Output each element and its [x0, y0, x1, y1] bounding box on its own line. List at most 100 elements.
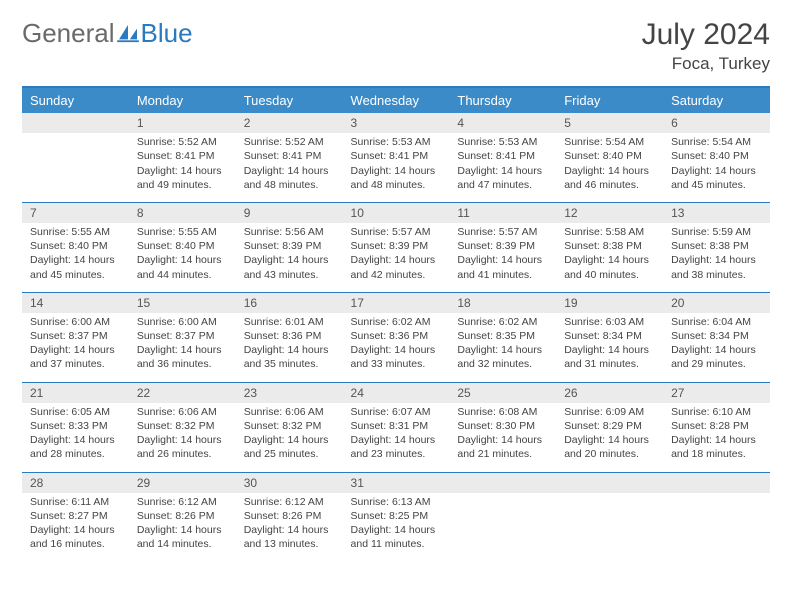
day-number-cell: 30 [236, 472, 343, 493]
day-detail-cell: Sunrise: 5:55 AMSunset: 8:40 PMDaylight:… [22, 223, 129, 292]
sunset-line: Sunset: 8:39 PM [351, 239, 442, 253]
sunrise-line: Sunrise: 6:09 AM [564, 405, 655, 419]
sunset-line: Sunset: 8:40 PM [564, 149, 655, 163]
daylight-line: Daylight: 14 hours and 21 minutes. [457, 433, 548, 461]
sunrise-line: Sunrise: 5:57 AM [457, 225, 548, 239]
sunset-line: Sunset: 8:34 PM [564, 329, 655, 343]
day-number-cell: 18 [449, 292, 556, 313]
day-detail-cell: Sunrise: 6:07 AMSunset: 8:31 PMDaylight:… [343, 403, 450, 472]
sunrise-line: Sunrise: 6:08 AM [457, 405, 548, 419]
day-detail-cell: Sunrise: 5:52 AMSunset: 8:41 PMDaylight:… [236, 133, 343, 202]
day-number-cell: 31 [343, 472, 450, 493]
day-number-cell [22, 113, 129, 133]
sunset-line: Sunset: 8:32 PM [137, 419, 228, 433]
daylight-line: Daylight: 14 hours and 25 minutes. [244, 433, 335, 461]
day-number-cell: 3 [343, 113, 450, 133]
daylight-line: Daylight: 14 hours and 46 minutes. [564, 164, 655, 192]
daylight-line: Daylight: 14 hours and 14 minutes. [137, 523, 228, 551]
day-detail-cell: Sunrise: 5:55 AMSunset: 8:40 PMDaylight:… [129, 223, 236, 292]
daylight-line: Daylight: 14 hours and 29 minutes. [671, 343, 762, 371]
day-number-cell [663, 472, 770, 493]
sunset-line: Sunset: 8:40 PM [30, 239, 121, 253]
sunset-line: Sunset: 8:39 PM [244, 239, 335, 253]
day-number-cell: 22 [129, 382, 236, 403]
daylight-line: Daylight: 14 hours and 47 minutes. [457, 164, 548, 192]
daylight-line: Daylight: 14 hours and 43 minutes. [244, 253, 335, 281]
sunset-line: Sunset: 8:26 PM [137, 509, 228, 523]
sunrise-line: Sunrise: 5:52 AM [244, 135, 335, 149]
day-detail-cell: Sunrise: 5:53 AMSunset: 8:41 PMDaylight:… [343, 133, 450, 202]
sunset-line: Sunset: 8:32 PM [244, 419, 335, 433]
sunrise-line: Sunrise: 6:06 AM [244, 405, 335, 419]
day-number-cell: 19 [556, 292, 663, 313]
sunset-line: Sunset: 8:37 PM [30, 329, 121, 343]
day-number-cell: 23 [236, 382, 343, 403]
day-number-cell: 5 [556, 113, 663, 133]
daylight-line: Daylight: 14 hours and 33 minutes. [351, 343, 442, 371]
sunrise-line: Sunrise: 5:53 AM [351, 135, 442, 149]
sunset-line: Sunset: 8:40 PM [671, 149, 762, 163]
day-number-cell: 15 [129, 292, 236, 313]
day-detail-row: Sunrise: 5:55 AMSunset: 8:40 PMDaylight:… [22, 223, 770, 292]
day-number-cell: 2 [236, 113, 343, 133]
daylight-line: Daylight: 14 hours and 37 minutes. [30, 343, 121, 371]
daylight-line: Daylight: 14 hours and 32 minutes. [457, 343, 548, 371]
sunrise-line: Sunrise: 6:01 AM [244, 315, 335, 329]
sunrise-line: Sunrise: 5:57 AM [351, 225, 442, 239]
calendar-table: Sunday Monday Tuesday Wednesday Thursday… [22, 86, 770, 561]
sunset-line: Sunset: 8:41 PM [137, 149, 228, 163]
sunset-line: Sunset: 8:31 PM [351, 419, 442, 433]
weekday-header: Friday [556, 87, 663, 113]
sunrise-line: Sunrise: 5:55 AM [137, 225, 228, 239]
location: Foca, Turkey [642, 54, 770, 74]
daylight-line: Daylight: 14 hours and 11 minutes. [351, 523, 442, 551]
daylight-line: Daylight: 14 hours and 36 minutes. [137, 343, 228, 371]
daylight-line: Daylight: 14 hours and 31 minutes. [564, 343, 655, 371]
day-detail-cell: Sunrise: 5:57 AMSunset: 8:39 PMDaylight:… [449, 223, 556, 292]
day-detail-row: Sunrise: 6:05 AMSunset: 8:33 PMDaylight:… [22, 403, 770, 472]
day-detail-cell: Sunrise: 6:06 AMSunset: 8:32 PMDaylight:… [129, 403, 236, 472]
sunrise-line: Sunrise: 6:06 AM [137, 405, 228, 419]
day-number-row: 78910111213 [22, 202, 770, 223]
day-number-cell: 17 [343, 292, 450, 313]
daylight-line: Daylight: 14 hours and 42 minutes. [351, 253, 442, 281]
day-number-cell: 11 [449, 202, 556, 223]
daylight-line: Daylight: 14 hours and 13 minutes. [244, 523, 335, 551]
day-detail-row: Sunrise: 6:00 AMSunset: 8:37 PMDaylight:… [22, 313, 770, 382]
brand-second: Blue [141, 18, 193, 49]
daylight-line: Daylight: 14 hours and 48 minutes. [351, 164, 442, 192]
logo: General Blue [22, 18, 193, 49]
weekday-header: Tuesday [236, 87, 343, 113]
day-number-cell: 8 [129, 202, 236, 223]
day-detail-cell: Sunrise: 5:57 AMSunset: 8:39 PMDaylight:… [343, 223, 450, 292]
day-detail-cell [556, 493, 663, 562]
sunset-line: Sunset: 8:25 PM [351, 509, 442, 523]
weekday-header: Wednesday [343, 87, 450, 113]
day-number-cell: 6 [663, 113, 770, 133]
daylight-line: Daylight: 14 hours and 38 minutes. [671, 253, 762, 281]
sunrise-line: Sunrise: 5:55 AM [30, 225, 121, 239]
day-detail-cell: Sunrise: 5:54 AMSunset: 8:40 PMDaylight:… [556, 133, 663, 202]
day-detail-cell: Sunrise: 6:02 AMSunset: 8:35 PMDaylight:… [449, 313, 556, 382]
day-detail-cell: Sunrise: 6:09 AMSunset: 8:29 PMDaylight:… [556, 403, 663, 472]
daylight-line: Daylight: 14 hours and 45 minutes. [30, 253, 121, 281]
day-detail-cell: Sunrise: 5:54 AMSunset: 8:40 PMDaylight:… [663, 133, 770, 202]
day-number-cell: 25 [449, 382, 556, 403]
sunrise-line: Sunrise: 5:54 AM [671, 135, 762, 149]
daylight-line: Daylight: 14 hours and 44 minutes. [137, 253, 228, 281]
sunrise-line: Sunrise: 6:11 AM [30, 495, 121, 509]
sunset-line: Sunset: 8:29 PM [564, 419, 655, 433]
day-detail-cell: Sunrise: 6:06 AMSunset: 8:32 PMDaylight:… [236, 403, 343, 472]
sunset-line: Sunset: 8:30 PM [457, 419, 548, 433]
sunset-line: Sunset: 8:28 PM [671, 419, 762, 433]
sunset-line: Sunset: 8:33 PM [30, 419, 121, 433]
sunset-line: Sunset: 8:38 PM [564, 239, 655, 253]
day-detail-row: Sunrise: 5:52 AMSunset: 8:41 PMDaylight:… [22, 133, 770, 202]
day-number-cell [449, 472, 556, 493]
sunrise-line: Sunrise: 6:10 AM [671, 405, 762, 419]
sunset-line: Sunset: 8:40 PM [137, 239, 228, 253]
day-detail-cell: Sunrise: 5:53 AMSunset: 8:41 PMDaylight:… [449, 133, 556, 202]
sunrise-line: Sunrise: 5:52 AM [137, 135, 228, 149]
day-detail-cell: Sunrise: 6:12 AMSunset: 8:26 PMDaylight:… [129, 493, 236, 562]
sunrise-line: Sunrise: 6:13 AM [351, 495, 442, 509]
